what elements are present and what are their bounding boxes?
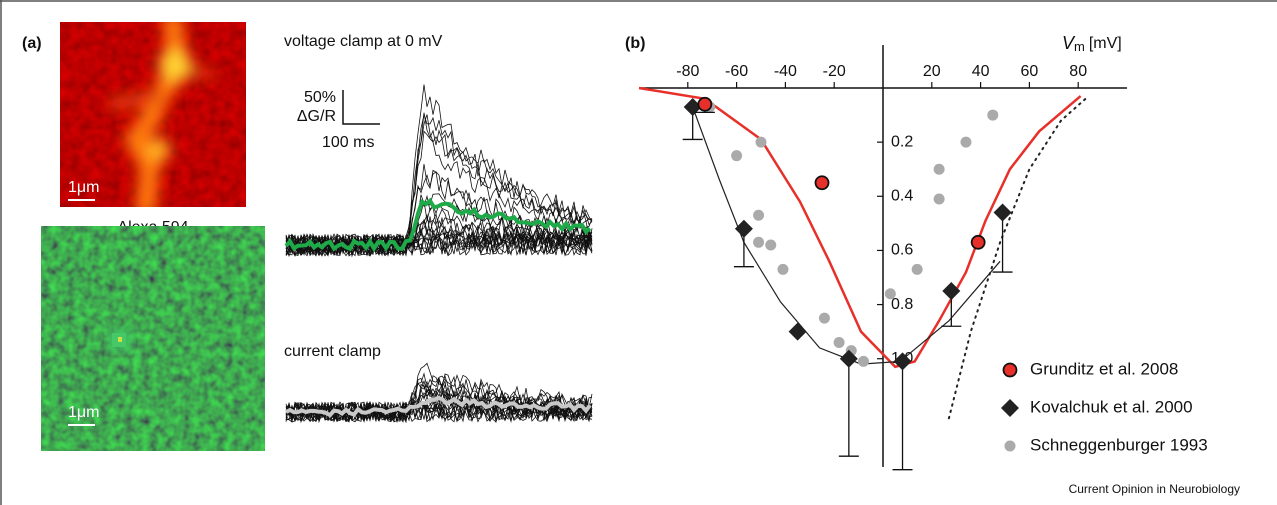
panel-label: (a): [22, 35, 42, 52]
diamond-marker: [1001, 399, 1019, 417]
trace-title: voltage clamp at 0 mV: [284, 33, 443, 50]
diamond-marker: [893, 352, 912, 371]
dot-marker: [933, 163, 945, 175]
x-tick-label: -40: [774, 63, 797, 80]
x-tick-label: -80: [676, 63, 699, 80]
dot-marker: [1004, 440, 1016, 452]
circle-marker: [970, 234, 986, 250]
diamond-marker: [839, 349, 858, 368]
legend-label: Kovalchuk et al. 2000: [1030, 397, 1193, 416]
x-tick-label: 60: [1021, 63, 1039, 80]
trace: [285, 372, 593, 423]
x-tick-label: -60: [725, 63, 748, 80]
dot-marker: [753, 209, 765, 221]
diamond-marker: [683, 97, 702, 116]
circle-marker: [814, 175, 830, 191]
circle-marker: [1002, 362, 1018, 378]
fit-curve: [692, 106, 1001, 365]
mean-trace: [284, 197, 592, 253]
fit-curve: [638, 86, 1082, 369]
fit-curve: [947, 97, 1087, 420]
y-tick-label: 0.8: [891, 296, 913, 313]
voltage-traces: [284, 84, 593, 258]
trace: [285, 401, 593, 424]
dot-marker: [960, 136, 972, 148]
scale-label: 50%: [304, 89, 336, 106]
image-caption: Alexa 594: [117, 219, 188, 236]
dot-marker: [933, 193, 945, 205]
dot-marker: [911, 263, 923, 275]
x-tick-label: 80: [1069, 63, 1087, 80]
trace-title: current clamp: [284, 343, 381, 360]
trace: [285, 383, 593, 422]
y-tick-label: 0.2: [891, 133, 913, 150]
y-tick-label: 0.4: [891, 188, 913, 205]
current-traces: [285, 362, 593, 424]
trace: [285, 171, 593, 257]
dot-marker: [818, 312, 830, 324]
x-axis-symbol: V: [1062, 33, 1076, 53]
legend-label: Grunditz et al. 2008: [1030, 359, 1178, 378]
x-tick-label: 40: [972, 63, 990, 80]
panel-label: (b): [625, 35, 645, 52]
dot-marker: [731, 150, 743, 162]
x-tick-label: -20: [823, 63, 846, 80]
dot-marker: [755, 136, 767, 148]
x-axis-subscript: m: [1074, 39, 1085, 54]
dot-marker: [833, 336, 845, 348]
mean-trace: [285, 395, 592, 418]
scale-label: 100 ms: [322, 134, 374, 151]
scale-bar: [342, 90, 380, 125]
dot-marker: [777, 263, 789, 275]
y-tick-label: 0.6: [891, 242, 913, 259]
circle-marker: [697, 96, 713, 112]
diamond-marker: [788, 322, 807, 341]
scale-label: 1μm: [68, 179, 99, 196]
plot: -80-60-40-20204060800.20.40.60.81.0Grund…: [638, 45, 1208, 471]
fluo-image: [60, 245, 246, 432]
dot-marker: [765, 239, 777, 251]
alexa-image: [60, 22, 246, 207]
x-axis-label: Vm [mV]: [1062, 33, 1122, 55]
x-tick-label: 20: [923, 63, 941, 80]
trace: [285, 378, 593, 423]
dot-marker: [884, 288, 896, 300]
trace: [285, 114, 593, 257]
footer: Current Opinion in Neurobiology: [1069, 482, 1240, 496]
legend-label: Schneggenburger 1993: [1030, 435, 1208, 454]
diamond-marker: [734, 219, 753, 238]
trace: [285, 216, 593, 257]
x-axis-unit: [mV]: [1089, 35, 1122, 52]
dot-marker: [987, 109, 999, 121]
diamond-marker: [993, 203, 1012, 222]
dot-marker: [857, 355, 869, 367]
scale-label: 1μm: [68, 404, 99, 421]
diamond-marker: [942, 282, 961, 301]
scale-label: ΔG/R: [297, 108, 336, 125]
dot-marker: [753, 236, 765, 248]
